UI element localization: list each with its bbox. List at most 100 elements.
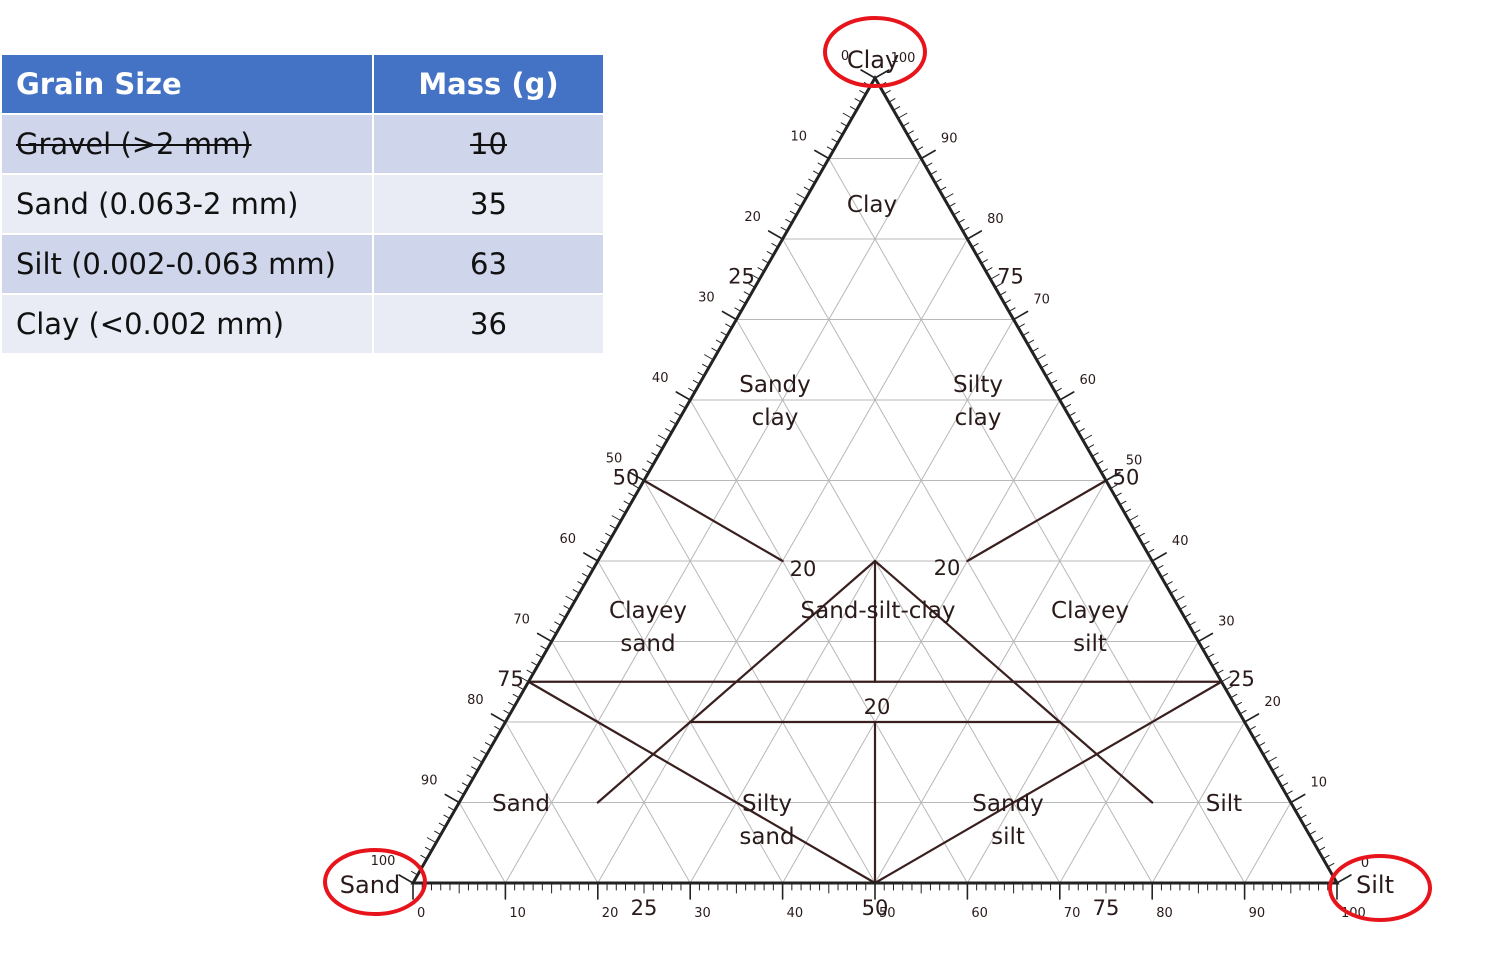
right-major-label-50: 50 xyxy=(1113,466,1140,490)
left-tick-label-10: 10 xyxy=(791,130,808,145)
right-tick-70 xyxy=(1012,310,1029,321)
clay-vertex-circle xyxy=(823,16,927,88)
right-tick-25 xyxy=(1221,676,1231,683)
bottom-major-label-25: 25 xyxy=(631,896,658,920)
left-tick-10 xyxy=(444,793,461,804)
left-tick-65 xyxy=(704,354,714,361)
right-major-label-75: 75 xyxy=(997,264,1024,288)
boundary-silt-75 xyxy=(873,680,1223,885)
left-tick-80 xyxy=(767,230,784,240)
right-tick-label-20: 20 xyxy=(1264,695,1281,710)
region-clay: Clay xyxy=(847,192,897,218)
right-tick-90 xyxy=(920,149,936,160)
region-sandy-silt-line2: silt xyxy=(991,824,1025,850)
right-tick-65 xyxy=(1036,354,1046,361)
table-row-sand: Sand (0.063-2 mm) 35 xyxy=(2,173,603,234)
left-tick-90 xyxy=(814,149,830,160)
grid-line-silt-80 xyxy=(1151,721,1246,884)
region-silty-sand-line1: Silty xyxy=(742,791,792,817)
clay-mass-cell: 36 xyxy=(373,293,603,353)
region-sand: Sand xyxy=(492,791,550,817)
right-tick-50 xyxy=(1105,471,1121,482)
region-clayey-silt-line1: Clayey xyxy=(1051,598,1129,624)
boundary-sand-75 xyxy=(527,680,877,885)
gravel-size-cell: Gravel (>2 mm) xyxy=(2,113,374,174)
bottom-tick-label-60: 60 xyxy=(971,906,988,921)
inner-label-20-left: 20 xyxy=(790,557,817,581)
right-tick-0 xyxy=(1336,874,1352,884)
region-boundaries xyxy=(527,479,1223,885)
left-tick-30 xyxy=(536,632,553,643)
right-tick-label-70: 70 xyxy=(1033,293,1050,308)
sand-size-cell: Sand (0.063-2 mm) xyxy=(2,173,374,234)
gravel-mass-cell: 10 xyxy=(373,113,603,174)
bottom-tick-label-40: 40 xyxy=(787,906,804,921)
triangle-border xyxy=(410,74,1340,885)
region-silty-sand-line2: sand xyxy=(739,824,794,850)
triangle-outline xyxy=(410,74,1340,885)
grid-line-sand-30 xyxy=(735,319,1061,884)
right-tick-label-60: 60 xyxy=(1080,373,1097,388)
right-tick-label-90: 90 xyxy=(941,132,958,147)
grid-line-sand-80 xyxy=(504,721,599,884)
right-tick-label-10: 10 xyxy=(1311,776,1328,791)
right-tick-45 xyxy=(1128,515,1139,522)
bottom-major-label-50: 50 xyxy=(862,896,889,920)
axis-ticks xyxy=(398,69,1352,900)
bottom-tick-label-0: 0 xyxy=(417,906,425,921)
right-tick-label-50: 50 xyxy=(1126,454,1143,469)
right-tick-5 xyxy=(1313,837,1324,844)
sand-vertex-circle xyxy=(323,848,427,916)
left-tick-50 xyxy=(629,471,645,482)
boundary-inner-left xyxy=(689,559,877,724)
bottom-tick-label-90: 90 xyxy=(1249,906,1266,921)
left-tick-75 xyxy=(750,273,760,280)
left-tick-label-30: 30 xyxy=(698,291,715,306)
mass-header: Mass (g) xyxy=(373,55,603,114)
left-tick-label-80: 80 xyxy=(467,693,484,708)
region-clayey-sand-line2: sand xyxy=(620,631,675,657)
grain-size-table: Grain Size Mass (g) Gravel (>2 mm) 10 Sa… xyxy=(2,55,603,353)
right-tick-75 xyxy=(990,273,1000,280)
boundary-sandy-link xyxy=(596,720,692,804)
bottom-tick-label-30: 30 xyxy=(694,906,711,921)
grain-size-header: Grain Size xyxy=(2,55,374,114)
left-major-label-25: 25 xyxy=(728,264,755,288)
right-tick-40 xyxy=(1151,552,1167,562)
left-tick-label-50: 50 xyxy=(606,452,623,467)
bottom-tick-label-70: 70 xyxy=(1064,906,1081,921)
left-tick-35 xyxy=(565,595,576,602)
right-tick-label-30: 30 xyxy=(1218,615,1235,630)
grid-line-silt-90 xyxy=(1244,802,1292,884)
region-clayey-silt-line2: silt xyxy=(1073,631,1107,657)
region-clayey-sand-line1: Clayey xyxy=(609,598,687,624)
left-tick-label-0: 0 xyxy=(841,49,849,64)
left-tick-label-20: 20 xyxy=(744,210,761,225)
right-tick-55 xyxy=(1082,434,1093,441)
right-tick-35 xyxy=(1174,595,1185,602)
left-tick-95 xyxy=(842,112,853,119)
right-tick-label-0: 0 xyxy=(1361,856,1369,871)
clay-size-cell: Clay (<0.002 mm) xyxy=(2,293,374,353)
boundary-right-50 xyxy=(966,479,1108,563)
left-tick-label-60: 60 xyxy=(560,532,577,547)
left-tick-40 xyxy=(583,552,599,562)
grid-line-silt-30 xyxy=(689,319,1015,884)
silt-vertex-circle xyxy=(1328,854,1432,922)
bottom-tick-label-10: 10 xyxy=(509,906,526,921)
grid-line-sand-90 xyxy=(458,802,506,884)
table-header-row: Grain Size Mass (g) xyxy=(2,55,603,114)
left-major-label-50: 50 xyxy=(613,466,640,490)
left-tick-100 xyxy=(860,69,876,79)
region-silty-clay-line1: Silty xyxy=(953,372,1003,398)
left-tick-85 xyxy=(796,193,807,200)
right-tick-label-100: 100 xyxy=(891,51,916,66)
table-row-clay: Clay (<0.002 mm) 36 xyxy=(2,293,603,353)
left-tick-0 xyxy=(398,874,414,884)
vertex-label-sand: Sand xyxy=(340,871,400,899)
region-silt: Silt xyxy=(1206,791,1242,817)
sand-mass-cell: 35 xyxy=(373,173,603,234)
left-tick-label-70: 70 xyxy=(513,613,530,628)
bottom-tick-label-80: 80 xyxy=(1156,906,1173,921)
